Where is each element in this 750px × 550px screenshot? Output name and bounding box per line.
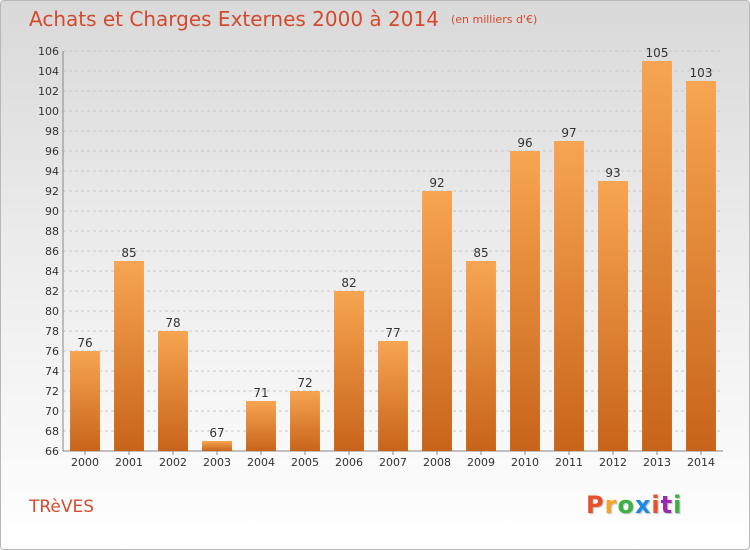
y-tick-label: 72 <box>45 385 59 398</box>
x-tick-label: 2013 <box>643 456 671 469</box>
bar-value-label: 76 <box>77 336 92 350</box>
bar-value-label: 93 <box>605 166 620 180</box>
bar-value-label: 105 <box>646 46 669 60</box>
bar <box>642 61 672 451</box>
y-tick-label: 100 <box>38 105 59 118</box>
bar <box>246 401 276 451</box>
logo-letter: i <box>673 491 683 519</box>
bar-value-label: 71 <box>253 386 268 400</box>
y-tick-label: 96 <box>45 145 59 158</box>
x-axis: 2000 2001 2002 2003 2004 2005 2006 2007 2008 2009… <box>71 451 715 469</box>
y-tick-label: 92 <box>45 185 59 198</box>
y-tick-label: 94 <box>45 165 59 178</box>
bar-value-label: 92 <box>429 176 444 190</box>
bar-value-label: 85 <box>121 246 136 260</box>
y-tick-label: 106 <box>38 45 59 58</box>
logo-letter: i <box>651 491 661 519</box>
bar <box>686 81 716 451</box>
bar-value-label: 96 <box>517 136 532 150</box>
bars: 76 85 78 67 71 72 82 77 92 85 96 97 93 105 103 <box>70 46 716 451</box>
bar <box>70 351 100 451</box>
bar-value-label: 82 <box>341 276 356 290</box>
y-tick-label: 88 <box>45 225 59 238</box>
y-tick-label: 70 <box>45 405 59 418</box>
proxiti-logo: Proxiti <box>586 491 682 519</box>
title-main: Achats et Charges Externes 2000 à 2014 <box>29 7 439 31</box>
logo-letter: x <box>634 491 652 519</box>
bar <box>466 261 496 451</box>
x-tick-label: 2014 <box>687 456 715 469</box>
y-tick-label: 76 <box>45 345 59 358</box>
bar-value-label: 85 <box>473 246 488 260</box>
x-tick-label: 2001 <box>115 456 143 469</box>
x-tick-label: 2000 <box>71 456 99 469</box>
bar <box>290 391 320 451</box>
logo-letter: r <box>604 491 618 519</box>
x-tick-label: 2005 <box>291 456 319 469</box>
y-tick-label: 82 <box>45 285 59 298</box>
bar-value-label: 67 <box>209 426 224 440</box>
bar-value-label: 103 <box>690 66 713 80</box>
bar <box>422 191 452 451</box>
logo-letter: o <box>617 491 635 519</box>
title-unit: (en milliers d'€) <box>450 13 538 26</box>
bar <box>510 151 540 451</box>
chart-title: Achats et Charges Externes 2000 à 2014 (e… <box>29 7 537 31</box>
logo-letter: t <box>660 491 674 519</box>
place-name: TRèVES <box>29 497 95 517</box>
bar <box>334 291 364 451</box>
x-tick-label: 2004 <box>247 456 275 469</box>
x-tick-label: 2008 <box>423 456 451 469</box>
y-tick-label: 68 <box>45 425 59 438</box>
bar <box>598 181 628 451</box>
x-tick-label: 2003 <box>203 456 231 469</box>
y-tick-label: 98 <box>45 125 59 138</box>
bar <box>114 261 144 451</box>
bar-value-label: 72 <box>297 376 312 390</box>
bar-value-label: 97 <box>561 126 576 140</box>
x-tick-label: 2012 <box>599 456 627 469</box>
logo-letter: P <box>586 491 605 519</box>
bar-value-label: 77 <box>385 326 400 340</box>
bar-value-label: 78 <box>165 316 180 330</box>
x-tick-label: 2002 <box>159 456 187 469</box>
y-tick-label: 74 <box>45 365 59 378</box>
y-tick-label: 80 <box>45 305 59 318</box>
bar <box>378 341 408 451</box>
y-tick-label: 102 <box>38 85 59 98</box>
y-tick-label: 78 <box>45 325 59 338</box>
bar <box>554 141 584 451</box>
x-tick-label: 2011 <box>555 456 583 469</box>
x-tick-label: 2006 <box>335 456 363 469</box>
y-tick-label: 104 <box>38 65 59 78</box>
y-tick-label: 84 <box>45 265 59 278</box>
x-tick-label: 2010 <box>511 456 539 469</box>
bar <box>202 441 232 451</box>
y-tick-label: 90 <box>45 205 59 218</box>
x-tick-label: 2009 <box>467 456 495 469</box>
y-tick-label: 86 <box>45 245 59 258</box>
bar <box>158 331 188 451</box>
x-tick-label: 2007 <box>379 456 407 469</box>
y-tick-label: 66 <box>45 445 59 458</box>
